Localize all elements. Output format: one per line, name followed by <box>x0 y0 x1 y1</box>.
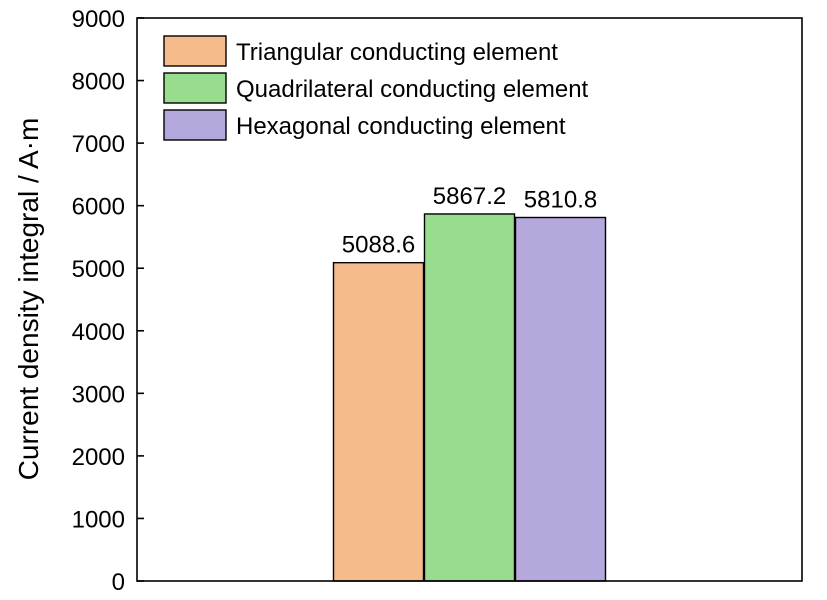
legend-label: Hexagonal conducting element <box>236 113 566 140</box>
y-tick-label: 2000 <box>72 444 125 471</box>
legend: Triangular conducting element Quadrilater… <box>163 35 589 141</box>
bar-value-label: 5088.6 <box>342 232 415 259</box>
bar-2 <box>514 216 607 582</box>
legend-swatch <box>163 72 227 104</box>
bar-value-labels: 5088.6 5867.2 5810.8 <box>342 183 597 259</box>
bar-1 <box>423 213 516 582</box>
y-tick-label: 8000 <box>72 69 125 96</box>
plot-frame <box>136 17 803 582</box>
y-tick-label: 7000 <box>72 131 125 158</box>
bar-0 <box>332 261 425 582</box>
y-axis-label: Current density integral / A·m <box>13 118 44 481</box>
legend-label: Quadrilateral conducting element <box>236 76 589 103</box>
y-tick-label: 6000 <box>72 194 125 221</box>
bar-value-label: 5810.8 <box>524 187 597 214</box>
bar-value-label: 5867.2 <box>433 183 506 210</box>
y-tick-label: 1000 <box>72 506 125 533</box>
y-tick-label: 4000 <box>72 319 125 346</box>
legend-swatch <box>163 109 227 141</box>
y-tick-label: 5000 <box>72 256 125 283</box>
legend-label: Triangular conducting element <box>236 39 558 66</box>
bars <box>332 213 607 582</box>
y-axis-ticks: 0 1000 2000 3000 4000 5000 6000 7000 8000 9000 <box>72 6 144 596</box>
y-tick-label: 9000 <box>72 6 125 33</box>
legend-swatch <box>163 35 227 67</box>
y-tick-label: 0 <box>112 569 125 596</box>
y-tick-label: 3000 <box>72 381 125 408</box>
